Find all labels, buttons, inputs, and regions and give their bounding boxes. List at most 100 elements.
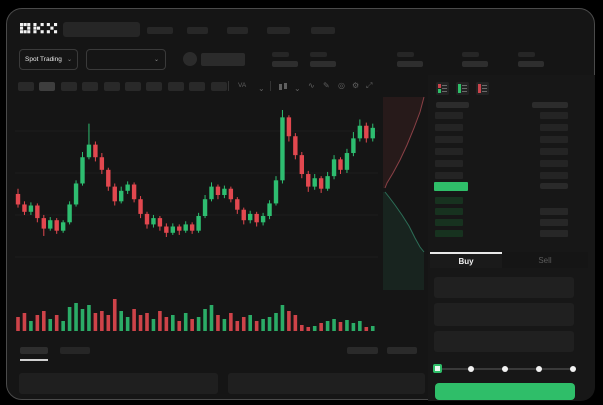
chevron-down-icon: ⌄ <box>66 56 72 63</box>
bottom-tab-active-underline <box>20 359 48 361</box>
ask-row-price-2[interactable] <box>435 136 463 143</box>
chevron-down-icon: ⌄ <box>153 56 159 63</box>
bid-row-price-0[interactable] <box>435 197 463 204</box>
bid-row-size-1 <box>540 208 568 215</box>
amount-input[interactable] <box>434 303 574 326</box>
indicator-selector[interactable]: VA <box>238 82 247 89</box>
bid-row-size-3 <box>540 230 568 237</box>
chart-type-icon[interactable] <box>278 82 288 92</box>
timeframe-button-6[interactable] <box>146 82 163 91</box>
nav-item-4[interactable] <box>311 27 335 34</box>
bottom-panel-left <box>19 373 218 394</box>
stat-value-1 <box>310 61 336 67</box>
bid-row-price-2[interactable] <box>435 219 463 226</box>
bottom-right-placeholder-2[interactable] <box>387 347 417 354</box>
bid-row-size-2 <box>540 219 568 226</box>
toolbar-divider <box>228 81 229 91</box>
toolbar-divider <box>270 81 271 91</box>
orderbook-view-bids-icon[interactable] <box>456 82 469 95</box>
ask-row-price-0[interactable] <box>435 112 463 119</box>
orderbook-header-right <box>532 102 568 108</box>
nav-item-3[interactable] <box>267 27 290 34</box>
nav-item-0[interactable] <box>147 27 173 34</box>
orderbook-view-asks-icon[interactable] <box>476 82 489 95</box>
search-input[interactable] <box>63 22 140 37</box>
slider-handle[interactable] <box>433 364 442 373</box>
ask-row-price-1[interactable] <box>435 124 463 131</box>
pair-name-placeholder <box>201 53 245 66</box>
slider-stop-75[interactable] <box>536 366 542 372</box>
bottom-panel-right <box>228 373 425 394</box>
bottom-tab-orders[interactable] <box>20 347 48 354</box>
timeframe-button-8[interactable] <box>189 82 206 91</box>
pair-selector-dropdown[interactable]: ⌄ <box>86 49 166 70</box>
slider-stop-100[interactable] <box>570 366 576 372</box>
ask-row-size-0 <box>540 112 568 119</box>
ask-row-price-4[interactable] <box>435 160 463 167</box>
stat-value-4 <box>518 61 544 67</box>
okx-logo <box>20 23 58 34</box>
stat-value-3 <box>462 61 488 67</box>
stat-label-3 <box>462 52 479 57</box>
bottom-tab-history[interactable] <box>60 347 90 354</box>
tab-sell[interactable]: Sell <box>502 252 588 268</box>
tab-buy[interactable]: Buy <box>430 252 502 268</box>
bids-lines <box>462 85 467 94</box>
combined-col <box>438 84 441 93</box>
total-input[interactable] <box>434 331 574 352</box>
timeframe-button-9[interactable] <box>210 82 227 91</box>
timeframe-button-1[interactable] <box>39 82 56 91</box>
tab-buy-label: Buy <box>458 256 474 266</box>
nav-item-1[interactable] <box>187 27 208 34</box>
bids-col <box>458 84 461 93</box>
bottom-right-placeholder-1[interactable] <box>347 347 378 354</box>
line-tool-icon[interactable]: ∿ <box>308 81 315 90</box>
stat-value-2 <box>397 61 423 67</box>
stat-value-0 <box>272 61 298 67</box>
stat-label-1 <box>310 52 327 57</box>
timeframe-button-4[interactable] <box>103 82 120 91</box>
market-type-selector[interactable]: Spot Trading ⌄ <box>19 49 78 70</box>
timeframe-button-5[interactable] <box>125 82 141 91</box>
orderbook-view-combined-icon[interactable] <box>436 82 449 95</box>
last-price-right-placeholder <box>540 183 568 189</box>
chevron-down-icon[interactable]: ⌄ <box>294 84 301 93</box>
orderbook-header-left <box>436 102 469 108</box>
ask-row-size-1 <box>540 124 568 131</box>
ask-row-price-3[interactable] <box>435 148 463 155</box>
timeframe-button-0[interactable] <box>18 82 34 91</box>
pair-coin-icon <box>183 52 197 66</box>
market-type-label: Spot Trading <box>25 56 62 63</box>
draw-tool-icon[interactable]: ✎ <box>323 81 330 90</box>
chart-settings-icon[interactable]: ⚙ <box>352 81 360 90</box>
bid-row-price-1[interactable] <box>435 208 463 215</box>
ask-row-size-4 <box>540 160 568 167</box>
ask-row-size-2 <box>540 136 568 143</box>
slider-stop-50[interactable] <box>502 366 508 372</box>
fullscreen-icon[interactable]: ⤢ <box>366 81 373 90</box>
timeframe-button-3[interactable] <box>82 82 99 91</box>
buy-submit-button[interactable] <box>435 383 575 400</box>
last-price-bar[interactable] <box>434 182 468 191</box>
asks-lines <box>482 85 487 94</box>
ask-row-price-5[interactable] <box>435 172 463 179</box>
nav-item-2[interactable] <box>227 27 248 34</box>
timeframe-button-7[interactable] <box>167 82 184 91</box>
chevron-down-icon[interactable]: ⌄ <box>258 84 265 93</box>
price-input[interactable] <box>434 277 574 298</box>
stat-label-4 <box>518 52 535 57</box>
bid-row-price-3[interactable] <box>435 230 463 237</box>
stat-label-0 <box>272 52 289 57</box>
combined-lines <box>442 85 447 94</box>
ask-row-size-5 <box>540 172 568 179</box>
ask-row-size-3 <box>540 148 568 155</box>
tab-sell-label: Sell <box>538 255 552 265</box>
stat-label-2 <box>397 52 414 57</box>
asks-col <box>478 84 481 93</box>
slider-stop-25[interactable] <box>468 366 474 372</box>
screenshot-icon[interactable]: ◎ <box>338 81 345 90</box>
timeframe-button-2[interactable] <box>60 82 77 91</box>
